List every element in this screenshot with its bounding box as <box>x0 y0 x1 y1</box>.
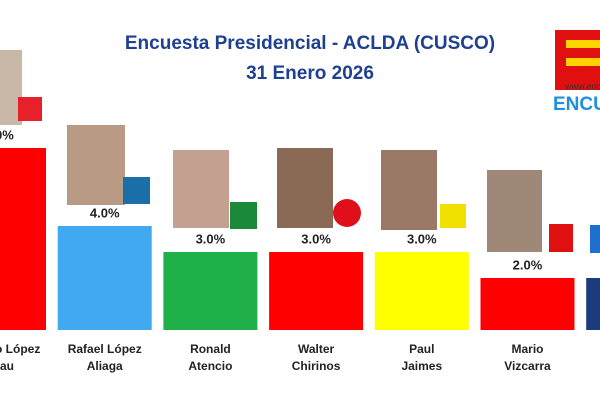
value-label: 3.0% <box>407 231 437 246</box>
value-label: 3.0% <box>196 231 226 246</box>
party-logo <box>549 224 573 252</box>
x-tick-label: Walter <box>298 342 335 356</box>
x-tick-label: Paul <box>409 342 434 356</box>
photo <box>67 125 125 205</box>
chart-title: Encuesta Presidencial - ACLDA (CUSCO) <box>125 33 495 54</box>
x-tick-label: Mario <box>511 342 543 356</box>
x-tick-label: Aliaga <box>87 359 123 373</box>
photos <box>0 50 600 253</box>
chart-subtitle: 31 Enero 2026 <box>246 63 374 84</box>
photo <box>487 170 542 252</box>
photo <box>173 150 229 228</box>
logo-stripe <box>566 58 600 66</box>
bar <box>374 252 469 330</box>
x-tick-label: Alfonso López <box>0 342 40 356</box>
party-logo <box>333 199 361 227</box>
bar <box>586 278 600 330</box>
bar <box>0 148 46 330</box>
value-label: 3.0% <box>301 231 331 246</box>
photo <box>277 148 333 228</box>
logo: www.enc ENCUES <box>553 30 600 115</box>
x-tick-label: Chau <box>0 359 14 373</box>
party-logo <box>230 202 257 229</box>
x-tick-label: Atencio <box>188 359 232 373</box>
party-logo <box>440 204 466 228</box>
party-logo <box>590 225 600 253</box>
value-label: 4.0% <box>90 205 120 220</box>
photo <box>381 150 437 230</box>
party-logo <box>123 177 150 204</box>
value-label: 7.0% <box>0 127 14 142</box>
value-label: 2.0% <box>513 257 543 272</box>
logo-text: ENCUES <box>553 94 600 115</box>
x-tick-label: Jaimes <box>401 359 442 373</box>
party-logo <box>18 97 42 121</box>
bar <box>163 252 258 330</box>
x-tick-label: Rafael López <box>68 342 142 356</box>
x-tick-label: Vizcarra <box>504 359 551 373</box>
x-tick-label: Ronald <box>190 342 231 356</box>
bar <box>269 252 364 330</box>
x-tick-label: Chirinos <box>292 359 341 373</box>
logo-stripe <box>566 40 600 48</box>
photo <box>0 50 22 125</box>
bar <box>57 226 152 330</box>
logo-url: www.enc <box>564 81 600 91</box>
bar <box>480 278 575 330</box>
